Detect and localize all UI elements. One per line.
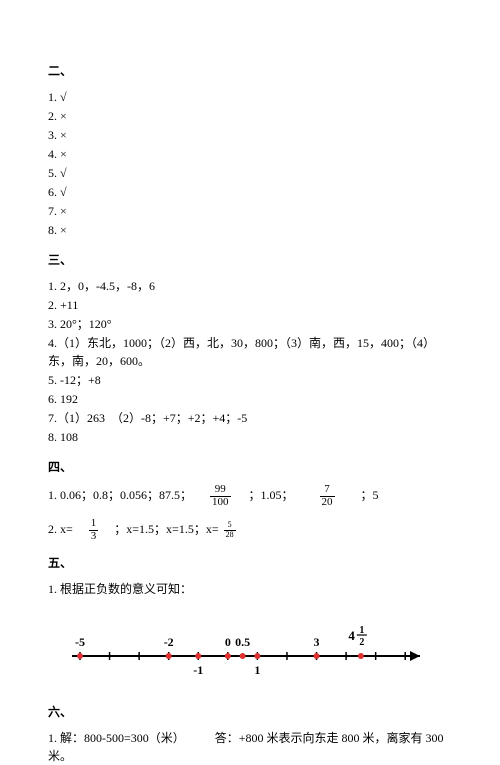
section-3-title: 三、 (48, 251, 452, 269)
s2-item: 1. √ (48, 88, 452, 106)
s4-line-2: 2. x= 1 3 ；x=1.5；x=1.5；x= 5 28 (48, 518, 452, 542)
svg-text:0.5: 0.5 (235, 635, 250, 649)
s3-line-2: 2. +11 (48, 296, 452, 314)
svg-text:2: 2 (359, 637, 364, 648)
svg-text:4: 4 (348, 628, 355, 643)
section-5-title: 五、 (48, 554, 452, 572)
svg-text:1: 1 (254, 663, 260, 677)
frac-den: 3 (89, 531, 99, 543)
section-2-title: 二、 (48, 62, 452, 80)
s2-item: 3. × (48, 126, 452, 144)
svg-text:3: 3 (314, 635, 320, 649)
s3-line-7: 7.（1）263 （2）-8；+7；+2；+4；-5 (48, 409, 452, 427)
s4-l1-part-a: 1. 0.06；0.8；0.056；87.5； (48, 488, 192, 502)
s4-l2-part-a: 2. x= (48, 522, 73, 536)
s2-item: 5. √ (48, 164, 452, 182)
s2-item: 2. × (48, 107, 452, 125)
section-2-items: 1. √2. ×3. ×4. ×5. √6. √7. ×8. × (48, 88, 452, 239)
s3-line-6: 6. 192 (48, 390, 452, 408)
svg-text:0: 0 (225, 635, 231, 649)
s3-line-5: 5. -12；+8 (48, 371, 452, 389)
fraction-5-28: 5 28 (224, 521, 236, 539)
s3-line-8: 8. 108 (48, 428, 452, 446)
frac-den: 28 (224, 531, 236, 539)
s4-l1-part-b: ；1.05； (249, 488, 294, 502)
s5-line-1: 1. 根据正负数的意义可知： (48, 580, 452, 598)
frac-num: 1 (89, 518, 99, 531)
frac-num: 7 (320, 484, 335, 497)
s6-line-1: 1. 解：800-500=300（米） 答：+800 米表示向东走 800 米，… (48, 729, 452, 765)
s4-l1-part-c: ；5 (361, 488, 379, 502)
frac-den: 20 (320, 497, 335, 509)
frac-num: 99 (210, 484, 231, 497)
svg-text:-1: -1 (193, 663, 203, 677)
section-4-title: 四、 (48, 458, 452, 476)
s2-item: 7. × (48, 202, 452, 220)
frac-den: 100 (210, 497, 231, 509)
s3-line-1: 1. 2，0，-4.5，-8，6 (48, 277, 452, 295)
fraction-7-20: 7 20 (320, 484, 335, 508)
s3-line-4: 4.（1）东北，1000；（2）西，北，30，800；（3）南，西，15，400… (48, 334, 452, 370)
svg-text:-5: -5 (75, 635, 85, 649)
fraction-1-3: 1 3 (89, 518, 99, 542)
s4-l2-part-b: ；x=1.5；x=1.5；x= (114, 522, 218, 536)
s4-line-1: 1. 0.06；0.8；0.056；87.5； 99 100 ；1.05； 7 … (48, 484, 452, 508)
s2-item: 4. × (48, 145, 452, 163)
s2-item: 6. √ (48, 183, 452, 201)
s2-item: 8. × (48, 221, 452, 239)
number-line: -5-200.53412-11 (48, 606, 452, 691)
s3-line-3: 3. 20°；120° (48, 315, 452, 333)
section-6-title: 六、 (48, 703, 452, 721)
svg-text:-2: -2 (164, 635, 174, 649)
svg-text:1: 1 (359, 625, 364, 636)
fraction-99-100: 99 100 (210, 484, 231, 508)
